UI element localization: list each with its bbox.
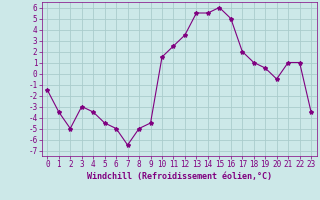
X-axis label: Windchill (Refroidissement éolien,°C): Windchill (Refroidissement éolien,°C)	[87, 172, 272, 181]
